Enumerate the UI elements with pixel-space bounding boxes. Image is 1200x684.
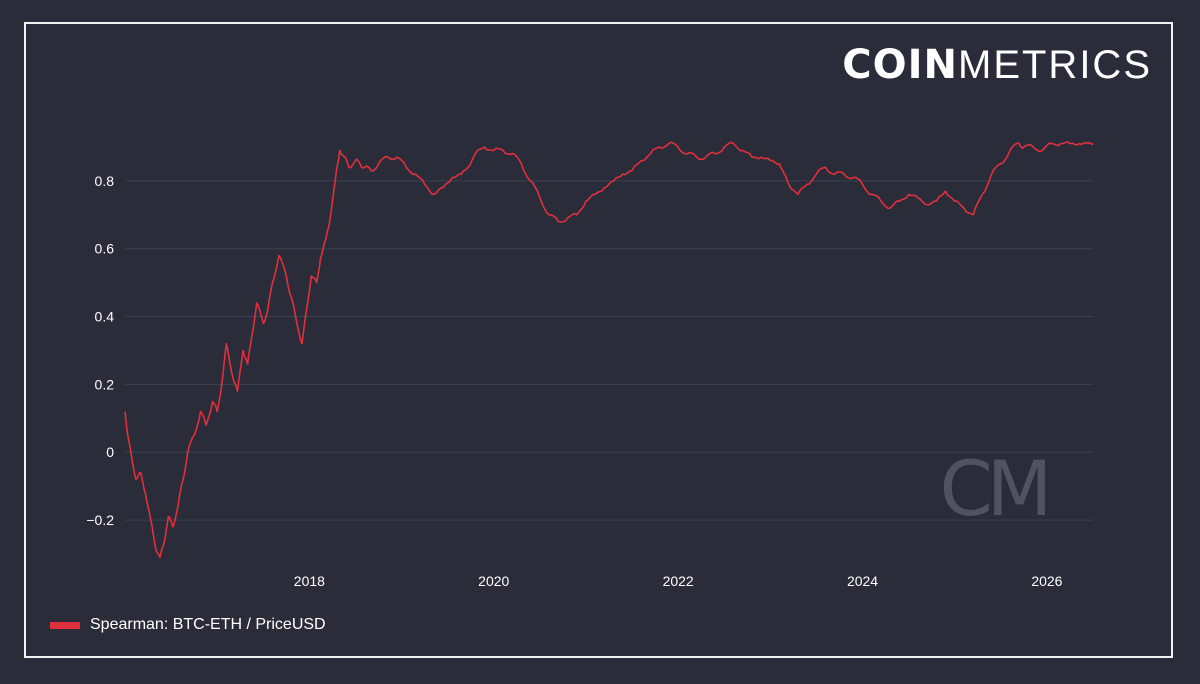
grid-layer [125, 180, 1093, 521]
legend-swatch [50, 621, 80, 629]
y-tick-label: 0 [106, 444, 114, 460]
logo-metrics: METRICS [958, 43, 1152, 87]
x-axis: 2018 2020 2022 2024 2026 [294, 573, 1063, 589]
chart-frame [24, 22, 1173, 658]
y-tick-label: 0.8 [95, 173, 115, 189]
y-tick-label: 0.2 [95, 376, 115, 392]
y-tick-label: −0.2 [86, 512, 114, 528]
y-tick-label: 0.4 [95, 309, 115, 325]
logo-coin: COIN [842, 42, 958, 88]
x-tick-label: 2020 [478, 573, 509, 589]
cm-watermark: CM [940, 444, 1047, 533]
x-tick-label: 2024 [847, 573, 878, 589]
x-tick-label: 2022 [663, 573, 694, 589]
x-tick-label: 2018 [294, 573, 325, 589]
series-line [124, 141, 1094, 559]
y-axis: 0.8 0.6 0.4 0.2 0 −0.2 [86, 173, 114, 528]
coinmetrics-logo: COINMETRICS [842, 42, 1152, 88]
legend-label: Spearman: BTC-ETH / PriceUSD [90, 616, 326, 633]
legend: Spearman: BTC-ETH / PriceUSD [50, 615, 326, 635]
y-tick-label: 0.6 [95, 241, 115, 257]
x-tick-label: 2026 [1031, 573, 1062, 589]
series-layer [124, 141, 1094, 559]
